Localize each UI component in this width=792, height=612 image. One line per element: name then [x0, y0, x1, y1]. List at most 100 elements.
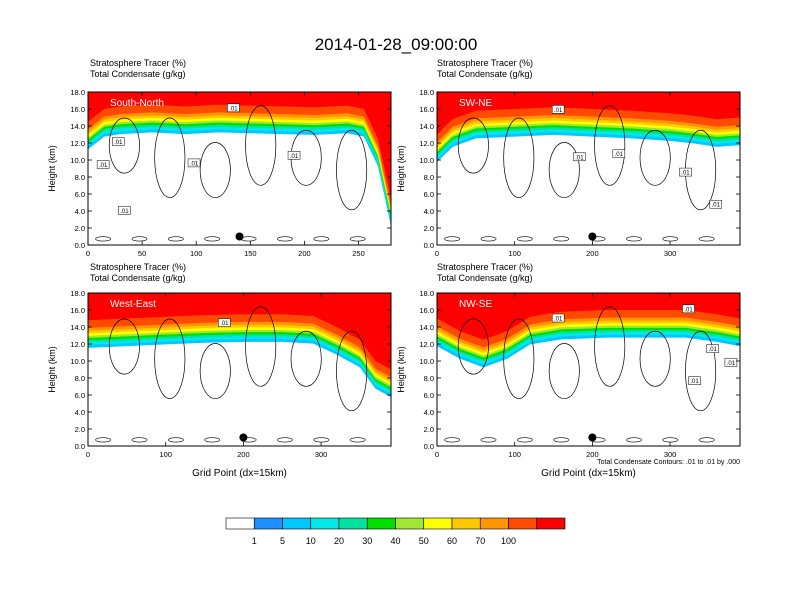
y-tick-label: 4.0: [424, 408, 434, 417]
y-tick-label: 18.0: [419, 289, 434, 298]
y-tick-label: 0.0: [75, 241, 85, 250]
contour-label: .01: [682, 304, 695, 313]
panel-2: Stratosphere Tracer (%)Total Condensate …: [396, 58, 741, 258]
condensate-contour: [290, 330, 322, 387]
colorbar-label: 1: [252, 536, 257, 546]
y-tick-label: 16.0: [70, 105, 85, 114]
condensate-contour: [245, 105, 277, 186]
plot-area: SW-NE .01 .01 .01 .01 .01: [437, 92, 740, 245]
condensate-contour: [503, 318, 535, 399]
condensate-contour: [548, 343, 580, 399]
x-tick-label: 100: [508, 249, 521, 258]
x-tick-label: 150: [244, 249, 257, 258]
x-tick-label: 200: [298, 249, 311, 258]
panel-subtitle-condensate: Total Condensate (g/kg): [437, 69, 533, 79]
contour-label: .01: [112, 137, 125, 146]
contour-label: .01: [679, 167, 692, 177]
y-axis-label: Height (km): [47, 145, 57, 192]
location-marker: [235, 232, 244, 241]
x-tick-label: 0: [435, 249, 439, 258]
condensate-contour: [108, 318, 140, 375]
contour-label: .01: [551, 313, 565, 323]
condensate-contour-low: [698, 437, 715, 443]
condensate-contour-low: [516, 437, 533, 443]
y-axis-label: Height (km): [47, 346, 57, 393]
condensate-contour-low: [553, 236, 570, 242]
colorbar-label: 40: [390, 536, 400, 546]
contour-label-text: .01: [712, 203, 721, 209]
tracer-band-0: [88, 293, 391, 370]
y-tick-label: 6.0: [424, 391, 434, 400]
contour-label: .01: [227, 103, 240, 112]
condensate-contour: [457, 117, 489, 174]
contour-label-text: .01: [120, 209, 129, 215]
x-axis-label: Grid Point (dx=15km): [541, 468, 636, 479]
x-tick-label: 200: [237, 450, 250, 459]
y-tick-label: 4.0: [75, 408, 85, 417]
y-tick-label: 18.0: [70, 88, 85, 97]
x-tick-label: 100: [508, 450, 521, 459]
x-tick-label: 50: [138, 249, 146, 258]
x-tick-label: 200: [586, 249, 599, 258]
y-tick-label: 2.0: [75, 224, 85, 233]
tracer-band-0: [88, 92, 391, 199]
y-tick-label: 14.0: [419, 122, 434, 131]
contour-label: .01: [118, 206, 131, 215]
y-tick-label: 12.0: [419, 139, 434, 148]
tracer-band-0: [437, 92, 740, 135]
condensate-contour: [154, 117, 186, 198]
panel-subtitle-condensate: Total Condensate (g/kg): [437, 273, 533, 283]
condensate-contour: [685, 330, 717, 412]
x-tick-label: 0: [435, 450, 439, 459]
colorbar-label: 30: [362, 536, 372, 546]
colorbar-label: 10: [306, 536, 316, 546]
contour-label: .01: [688, 376, 701, 385]
contour-label-text: .01: [220, 321, 229, 327]
condensate-contour-low: [131, 236, 148, 242]
location-marker: [239, 433, 248, 442]
condensate-contour: [336, 129, 368, 211]
x-tick-label: 200: [586, 450, 599, 459]
condensate-contour-low: [277, 236, 293, 242]
y-tick-label: 2.0: [75, 425, 85, 434]
condensate-contour: [594, 105, 626, 186]
plot-area: NW-SE .01 .01 .01 .01 .01: [437, 293, 740, 446]
x-tick-label: 0: [86, 450, 90, 459]
contour-label: .01: [551, 105, 565, 114]
y-tick-label: 6.0: [424, 190, 434, 199]
y-tick-label: 0.0: [75, 442, 85, 451]
condensate-contour-low: [444, 236, 461, 242]
y-tick-label: 14.0: [70, 323, 85, 332]
y-tick-label: 16.0: [70, 306, 85, 315]
colorbar-swatch: [451, 517, 481, 530]
y-tick-label: 2.0: [424, 224, 434, 233]
y-axis-label: Height (km): [396, 346, 406, 393]
condensate-contour-low: [204, 437, 221, 443]
colorbar-label: 20: [334, 536, 344, 546]
location-marker: [588, 433, 597, 442]
plot-area: West-East .01: [88, 293, 391, 446]
colorbar-swatch: [282, 517, 312, 530]
contour-label: .01: [612, 149, 626, 158]
y-tick-label: 16.0: [419, 306, 434, 315]
condensate-contour: [457, 318, 489, 375]
contour-label: .01: [218, 318, 231, 327]
colorbar-swatch: [253, 517, 283, 530]
y-tick-label: 0.0: [424, 241, 434, 250]
y-tick-label: 18.0: [70, 289, 85, 298]
panels: Stratosphere Tracer (%)Total Condensate …: [47, 58, 741, 479]
contour-label-text: .01: [690, 379, 699, 385]
y-tick-label: 6.0: [75, 391, 85, 400]
contour-label-text: .01: [727, 361, 736, 367]
condensate-contour-low: [349, 236, 366, 242]
panel-subtitle-condensate: Total Condensate (g/kg): [90, 69, 186, 79]
region-label: South-North: [110, 98, 164, 109]
y-tick-label: 10.0: [70, 357, 85, 366]
contour-label-text: .01: [554, 108, 563, 114]
condensate-contour: [548, 142, 580, 198]
x-tick-label: 100: [159, 450, 172, 459]
tracer-band-4: [88, 92, 391, 214]
colorbar-swatch: [508, 517, 538, 530]
colorbar-swatch: [225, 517, 255, 530]
